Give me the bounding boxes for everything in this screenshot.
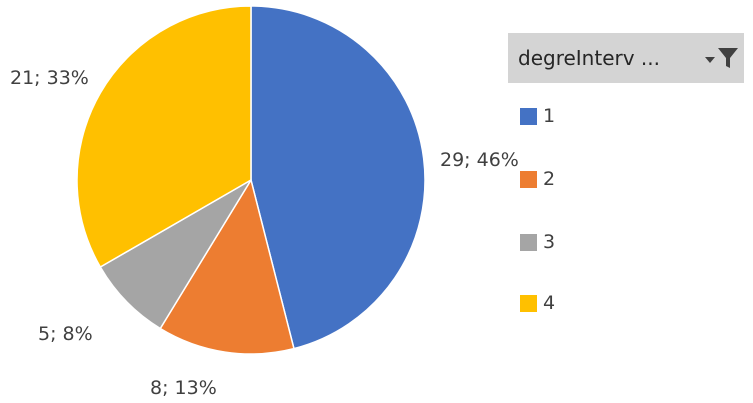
legend-swatch: [520, 294, 537, 312]
legend-label: 1: [543, 105, 556, 127]
data-label-2: 8; 13%: [150, 377, 217, 399]
legend-title: degreInterv ...: [518, 46, 660, 70]
legend-swatch: [520, 107, 537, 125]
legend-label: 4: [543, 292, 556, 314]
data-label-4: 21; 33%: [10, 67, 89, 89]
legend-filter-header[interactable]: degreInterv ...: [508, 33, 744, 83]
legend-swatch: [520, 170, 537, 188]
legend-swatch: [520, 233, 537, 251]
pie-slice-1[interactable]: [250, 5, 426, 350]
legend-label: 2: [543, 168, 556, 190]
legend-filter-button[interactable]: [704, 45, 740, 71]
legend-item-2[interactable]: 2: [520, 168, 555, 190]
filter-icon: [718, 48, 738, 68]
legend-label: 3: [543, 231, 556, 253]
pie-slice-4[interactable]: [76, 5, 252, 269]
legend-item-3[interactable]: 3: [520, 231, 555, 253]
data-label-1: 29; 46%: [440, 149, 519, 171]
pie-slice-2[interactable]: [159, 178, 295, 355]
legend-item-4[interactable]: 4: [520, 292, 555, 314]
chevron-down-icon: [705, 57, 715, 63]
legend-item-1[interactable]: 1: [520, 105, 555, 127]
data-label-3: 5; 8%: [38, 323, 93, 345]
